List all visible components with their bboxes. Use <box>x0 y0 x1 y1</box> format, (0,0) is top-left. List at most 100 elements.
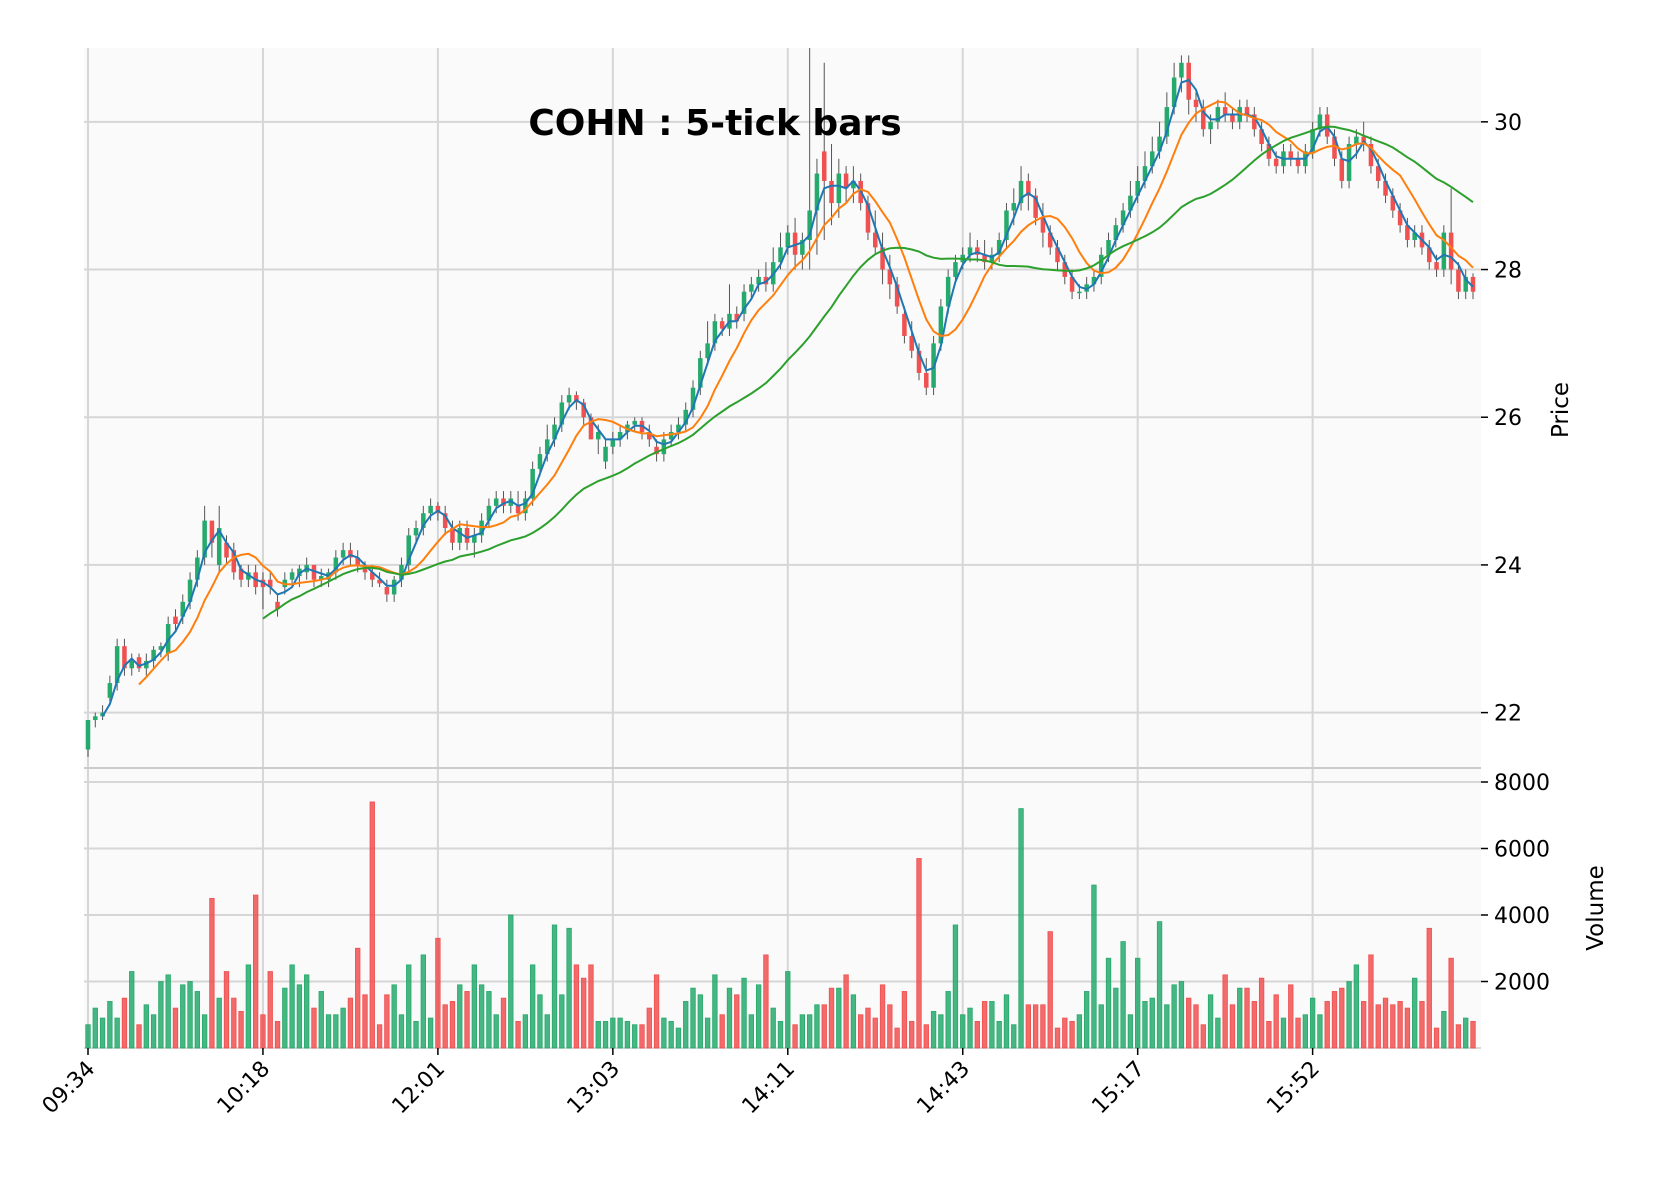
volume-bar <box>493 1014 499 1049</box>
volume-bar <box>267 971 273 1049</box>
candle-body <box>129 660 134 669</box>
volume-bar <box>544 1014 550 1049</box>
volume-bar <box>1397 1001 1403 1049</box>
volume-bar <box>1215 1017 1221 1049</box>
candle-body <box>319 576 324 580</box>
volume-bar <box>464 991 470 1049</box>
price-tick-label: 26 <box>1494 406 1522 431</box>
candle-body <box>486 505 492 521</box>
candle-body <box>1230 114 1235 122</box>
volume-bar <box>486 991 492 1049</box>
volume-bar <box>1164 1004 1170 1049</box>
candle-body <box>1324 114 1330 137</box>
candle-body <box>975 247 980 255</box>
volume-bar <box>238 1011 244 1049</box>
candle-body <box>421 513 426 528</box>
volume-bar <box>1339 987 1345 1049</box>
candle-body <box>464 528 470 543</box>
volume-bar <box>172 1007 179 1049</box>
volume-bar <box>1390 1004 1396 1049</box>
candle-body <box>1441 232 1447 270</box>
volume-bar <box>1412 977 1418 1049</box>
volume-bar <box>1171 984 1177 1049</box>
volume-bar <box>92 1007 98 1049</box>
volume-bar <box>697 994 703 1049</box>
candle-body <box>122 646 127 669</box>
volume-bar <box>887 1004 893 1049</box>
candle-body <box>355 557 360 565</box>
moving-average-lines <box>101 78 1474 717</box>
volume-bar <box>1091 884 1097 1049</box>
volume-bar <box>741 977 747 1049</box>
x-tick-label: 15:17 <box>1087 1057 1150 1120</box>
volume-bar <box>1069 1021 1075 1049</box>
candle-body <box>508 498 514 506</box>
candle-body <box>581 402 586 418</box>
volume-bar <box>522 1014 529 1049</box>
candle-body <box>661 439 667 455</box>
candle-body <box>333 557 339 573</box>
volume-bars <box>85 801 1476 1049</box>
candle-body <box>1222 107 1228 115</box>
volume-bar <box>1455 1024 1462 1049</box>
candle-body <box>413 528 419 536</box>
volume-bar <box>1040 1004 1046 1049</box>
volume-bar <box>551 924 558 1049</box>
candle-body <box>1091 276 1097 285</box>
volume-bar <box>1025 1004 1032 1049</box>
volume-bar <box>1003 994 1010 1049</box>
candle-body <box>749 284 754 292</box>
volume-bar <box>661 1017 667 1049</box>
volume-bar <box>1142 1001 1148 1049</box>
volume-bar <box>1353 964 1360 1049</box>
candle-body <box>1456 269 1461 292</box>
volume-bar <box>879 984 886 1049</box>
candle-body <box>435 505 441 514</box>
candle-body <box>1098 254 1104 277</box>
candle-body <box>880 247 885 270</box>
volume-bar <box>216 997 222 1049</box>
candle-body <box>238 568 244 580</box>
volume-bar <box>478 984 485 1049</box>
candle-body <box>1339 158 1345 181</box>
volume-bar <box>1032 1004 1039 1049</box>
candle-body <box>340 550 346 558</box>
candle-body <box>406 535 411 565</box>
volume-bar <box>581 977 587 1049</box>
volume-bar <box>1404 1007 1411 1049</box>
candle-body <box>1470 276 1476 292</box>
volume-bar <box>129 971 135 1049</box>
volume-bar <box>967 1007 973 1049</box>
candle-body <box>1171 77 1177 108</box>
volume-bar <box>231 997 237 1049</box>
price-tick-label: 24 <box>1494 554 1522 579</box>
candle-body <box>683 409 688 425</box>
candle-body <box>195 557 200 580</box>
x-tick-label: 14:11 <box>738 1057 801 1120</box>
volume-bar <box>952 924 959 1049</box>
candle-body <box>698 358 703 388</box>
candle-body <box>1113 225 1119 240</box>
volume-bar <box>704 1017 711 1049</box>
volume-bar <box>1062 1017 1068 1049</box>
price-tick-label: 30 <box>1494 111 1522 136</box>
candle-body <box>231 550 237 573</box>
candle-body <box>1128 195 1133 211</box>
volume-bar <box>653 974 660 1049</box>
volume-bar <box>1229 1004 1236 1049</box>
candle-body <box>785 232 791 248</box>
candle-body <box>902 313 907 336</box>
candle-body <box>1427 247 1432 263</box>
volume-bar <box>821 1004 827 1049</box>
volume-bar <box>1258 977 1265 1049</box>
volume-bar <box>187 981 193 1049</box>
volume-bar <box>435 937 441 1049</box>
candle-body <box>1201 107 1206 130</box>
candle-body <box>719 321 725 329</box>
volume-bar <box>223 971 230 1049</box>
volume-bar <box>595 1021 601 1049</box>
moving-average-line-8 <box>138 100 1474 686</box>
candle-body <box>501 498 506 506</box>
candle-body <box>472 535 477 543</box>
volume-bar <box>201 1014 208 1049</box>
